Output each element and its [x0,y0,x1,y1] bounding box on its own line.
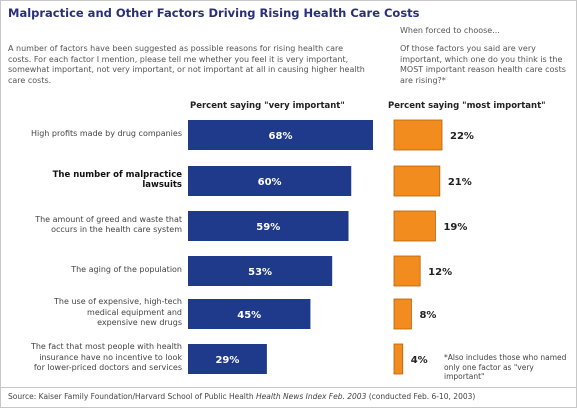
label-most-important: 12% [428,267,452,278]
category-label-line: medical equipment and [87,307,182,317]
source-prefix: Source: Kaiser Family Foundation/Harvard… [8,392,256,401]
bar-very-important [188,211,349,241]
label-very-important: 53% [248,267,272,278]
category-label: The number of malpractice lawsuits [4,170,182,191]
label-most-important: 8% [419,310,436,321]
category-label-line: expensive new drugs [97,318,182,328]
source-title: Health News Index Feb. 2003 [255,392,367,401]
category-label: The fact that most people with health ins… [4,342,182,374]
bar-very-important [188,120,373,150]
bar-most-important [393,165,441,197]
category-label: The use of expensive, high-tech medical e… [4,297,182,329]
bar-most-important [393,255,421,287]
category-label-line: The fact that most people with health [30,342,182,352]
category-label-line: for lower-priced doctors and services [33,363,182,373]
question-text-right: Of those factors you said are very impor… [400,44,566,85]
category-label-line: occurs in the health care system [51,225,182,234]
label-very-important: 60% [258,177,282,188]
category-label-line: The aging of the population [71,264,182,274]
question-text-left: A number of factors have been suggested … [8,44,365,85]
series-header-very-important: Percent saying "very important" [190,101,345,111]
footnote: *Also includes those who named only one … [444,353,567,381]
label-very-important: 45% [237,310,261,321]
bar-most-important [393,210,436,242]
category-label-line: The number of malpractice [52,169,182,180]
source-line: Source: Kaiser Family Foundation/Harvard… [8,392,475,401]
category-label: High profits made by drug companies [4,129,182,140]
category-label-line: lawsuits [142,180,182,190]
category-label-line: insurance have no incentive to look [39,352,182,362]
category-label: The aging of the population [4,265,182,276]
bar-very-important [188,256,333,286]
bar-very-important [188,299,311,329]
bar-most-important [393,119,443,151]
source-suffix: (conducted Feb. 6-10, 2003) [366,392,476,401]
category-label-line: The use of expensive, high-tech [54,297,182,307]
label-most-important: 19% [443,222,467,233]
chart-title: Malpractice and Other Factors Driving Ri… [8,6,420,20]
label-most-important: 21% [448,177,472,188]
label-very-important: 59% [256,222,280,233]
label-most-important: 22% [450,131,474,142]
label-most-important: 4% [411,355,428,366]
category-label-line: High profits made by drug companies [30,128,182,138]
bar-very-important [188,166,352,196]
bar-very-important [188,344,267,374]
footer-divider [0,387,577,388]
bar-most-important [393,343,404,375]
category-label: The amount of greed and waste that occurs… [4,215,182,236]
category-label-line: The amount of greed and waste that [35,214,182,224]
label-very-important: 29% [215,355,239,366]
bar-most-important [393,298,412,330]
label-very-important: 68% [269,131,293,142]
question-lead-right: When forced to choose... [400,26,500,35]
series-header-most-important: Percent saying "most important" [388,101,546,111]
